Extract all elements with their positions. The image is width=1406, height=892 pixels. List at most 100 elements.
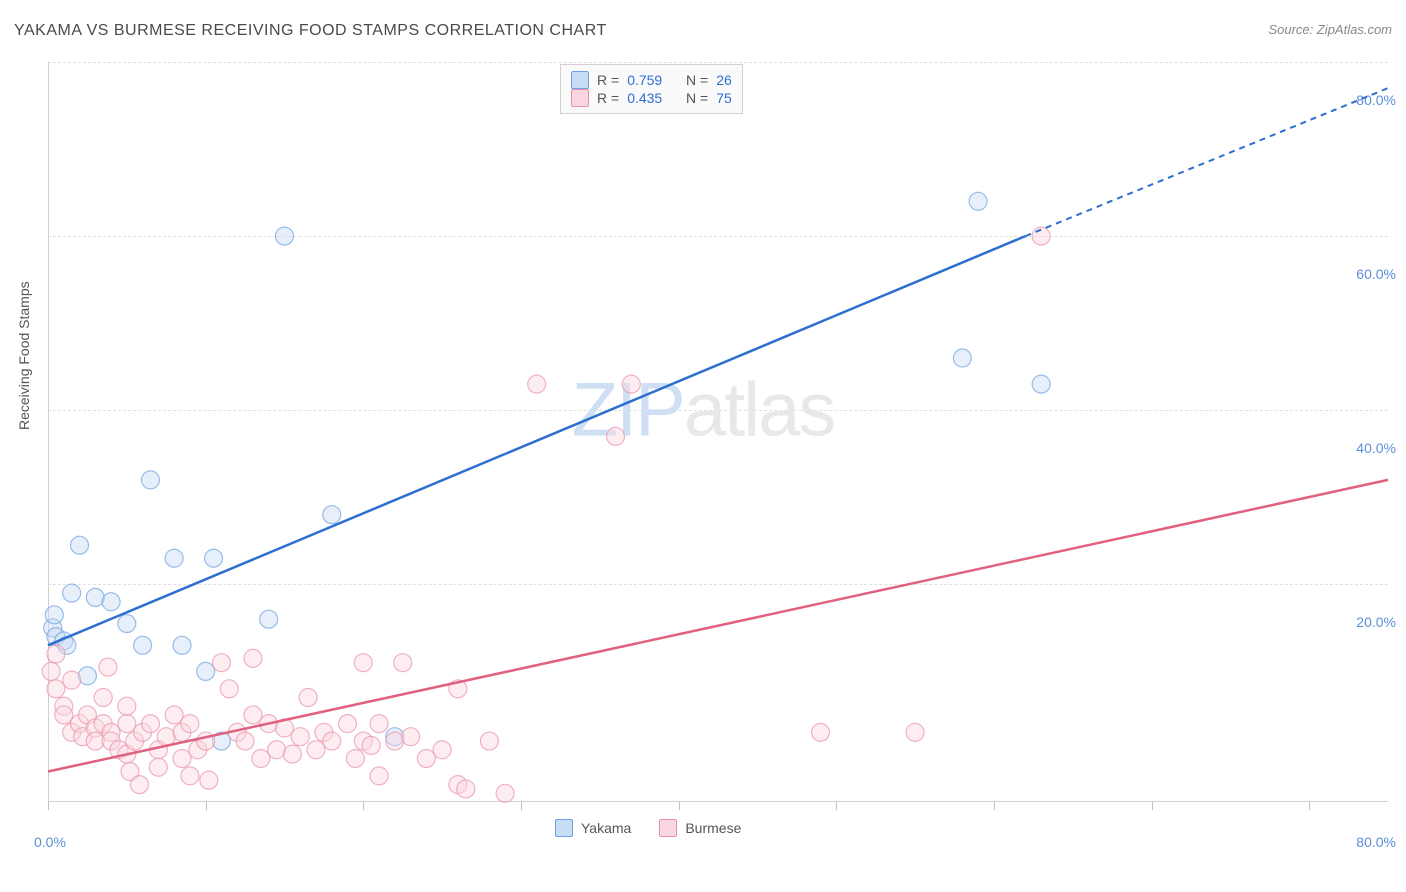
data-point [181,715,199,733]
legend-item-burmese: Burmese [659,819,741,837]
data-point [63,671,81,689]
yaxis-title: Receiving Food Stamps [16,281,32,430]
data-point [291,728,309,746]
data-point [181,767,199,785]
data-point [236,732,254,750]
swatch-yakama [571,71,589,89]
xtick [1309,802,1310,810]
data-point [205,549,223,567]
data-point [197,662,215,680]
data-point [130,776,148,794]
data-point [346,749,364,767]
xtick [679,802,680,810]
data-point [528,375,546,393]
xtick-label-80: 80.0% [1356,834,1396,850]
data-point [71,536,89,554]
data-point [370,767,388,785]
data-point [252,749,270,767]
swatch-burmese [571,89,589,107]
r-value: 0.759 [627,72,662,88]
data-point [362,736,380,754]
xtick [994,802,995,810]
data-point [165,549,183,567]
n-label: N = [686,90,708,106]
data-point [55,706,73,724]
data-point [141,715,159,733]
data-point [118,615,136,633]
n-label: N = [686,72,708,88]
r-label: R = [597,72,619,88]
n-value: 26 [716,72,732,88]
xtick [836,802,837,810]
data-point [212,654,230,672]
r-label: R = [597,90,619,106]
data-point [47,680,65,698]
legend-series: Yakama Burmese [555,819,741,837]
data-point [173,749,191,767]
chart-title: YAKAMA VS BURMESE RECEIVING FOOD STAMPS … [14,22,607,40]
legend-label: Yakama [581,820,631,836]
data-point [149,758,167,776]
data-point [118,697,136,715]
data-point [157,728,175,746]
r-value: 0.435 [627,90,662,106]
data-point [339,715,357,733]
source-label: Source: ZipAtlas.com [1268,22,1392,37]
data-point [433,741,451,759]
data-point [45,606,63,624]
legend-row-yakama: R = 0.759 N = 26 [571,71,732,89]
swatch-burmese [659,819,677,837]
data-point [323,732,341,750]
data-point [260,610,278,628]
legend-row-burmese: R = 0.435 N = 75 [571,89,732,107]
xtick [521,802,522,810]
data-point [134,636,152,654]
data-point [622,375,640,393]
data-point [200,771,218,789]
data-point [141,471,159,489]
data-point [1032,375,1050,393]
data-point [99,658,117,676]
data-point [417,749,435,767]
swatch-yakama [555,819,573,837]
data-point [811,723,829,741]
data-point [402,728,420,746]
data-point [969,192,987,210]
data-point [42,662,60,680]
data-point [220,680,238,698]
data-point [370,715,388,733]
data-point [268,741,286,759]
plot-svg [48,62,1388,802]
data-point [63,584,81,602]
data-point [47,645,65,663]
legend-item-yakama: Yakama [555,819,631,837]
n-value: 75 [716,90,732,106]
data-point [906,723,924,741]
xtick-label-0: 0.0% [34,834,66,850]
legend-correlation: R = 0.759 N = 26 R = 0.435 N = 75 [560,64,743,114]
data-point [386,732,404,750]
data-point [244,649,262,667]
xtick [206,802,207,810]
data-point [480,732,498,750]
xtick [363,802,364,810]
data-point [496,784,514,802]
data-point [457,780,475,798]
data-point [953,349,971,367]
trend-line [48,480,1388,772]
chart-container: YAKAMA VS BURMESE RECEIVING FOOD STAMPS … [0,0,1406,892]
data-point [307,741,325,759]
data-point [78,667,96,685]
data-point [323,506,341,524]
data-point [275,227,293,245]
data-point [394,654,412,672]
data-point [94,689,112,707]
data-point [354,654,372,672]
data-point [283,745,301,763]
xtick [1152,802,1153,810]
data-point [244,706,262,724]
xtick [48,802,49,810]
data-point [102,593,120,611]
data-point [173,636,191,654]
data-point [299,689,317,707]
